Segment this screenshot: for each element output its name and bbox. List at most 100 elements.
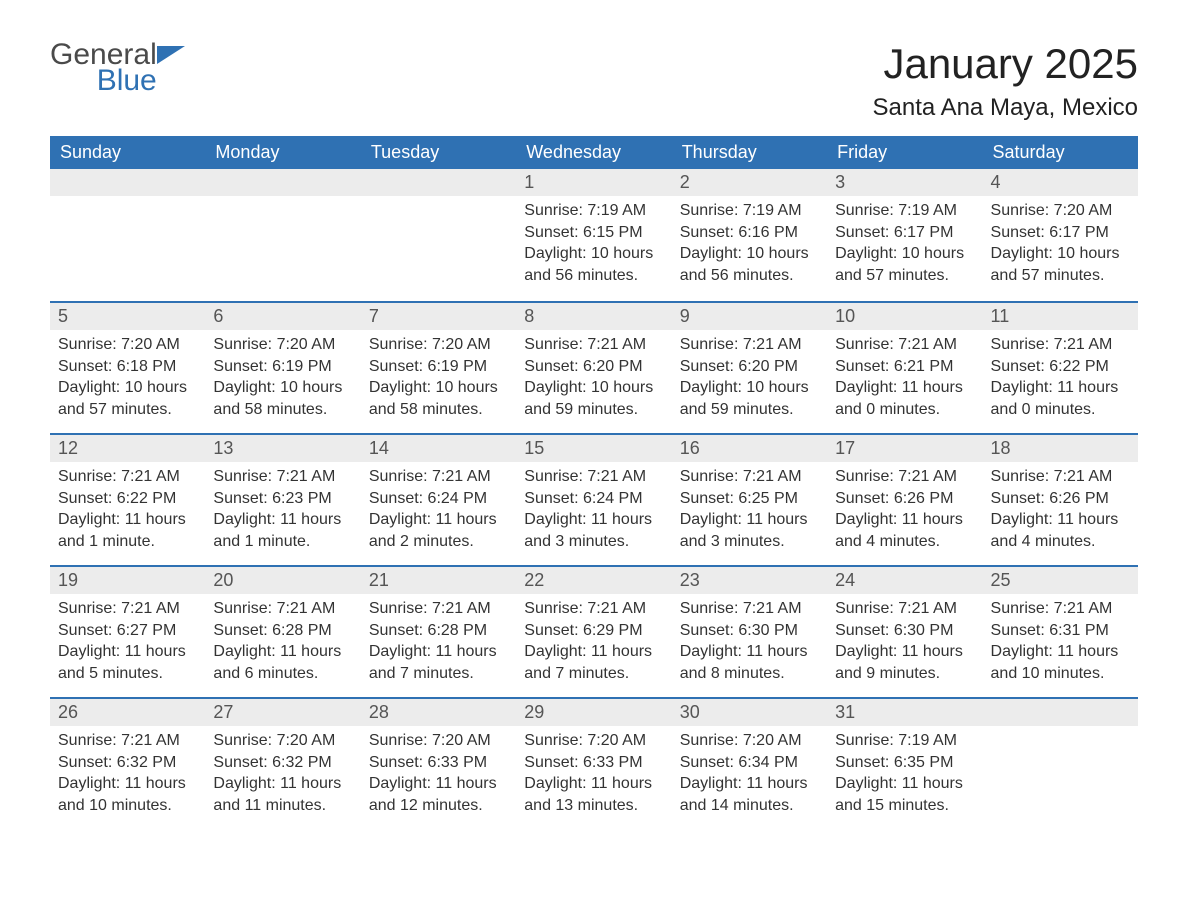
daylight-line: Daylight: 11 hours and 7 minutes. (369, 641, 508, 684)
day-body: Sunrise: 7:21 AMSunset: 6:24 PMDaylight:… (361, 462, 516, 560)
daylight-line: Daylight: 11 hours and 9 minutes. (835, 641, 974, 684)
weekday-header: Tuesday (361, 136, 516, 169)
logo-triangle-icon (157, 46, 185, 64)
sunset-line: Sunset: 6:28 PM (369, 620, 508, 642)
sunset-line: Sunset: 6:20 PM (680, 356, 819, 378)
calendar-day-cell: 23Sunrise: 7:21 AMSunset: 6:30 PMDayligh… (672, 565, 827, 697)
day-number: 24 (827, 565, 982, 594)
sunrise-line: Sunrise: 7:21 AM (369, 466, 508, 488)
sunrise-line: Sunrise: 7:21 AM (58, 598, 197, 620)
day-body: Sunrise: 7:20 AMSunset: 6:32 PMDaylight:… (205, 726, 360, 824)
calendar-week-row: 26Sunrise: 7:21 AMSunset: 6:32 PMDayligh… (50, 697, 1138, 829)
calendar-day-cell: 7Sunrise: 7:20 AMSunset: 6:19 PMDaylight… (361, 301, 516, 433)
calendar-day-cell: 20Sunrise: 7:21 AMSunset: 6:28 PMDayligh… (205, 565, 360, 697)
sunrise-line: Sunrise: 7:21 AM (58, 466, 197, 488)
sunset-line: Sunset: 6:29 PM (524, 620, 663, 642)
sunset-line: Sunset: 6:28 PM (213, 620, 352, 642)
calendar-day-cell: 24Sunrise: 7:21 AMSunset: 6:30 PMDayligh… (827, 565, 982, 697)
day-number: 8 (516, 301, 671, 330)
day-body: Sunrise: 7:21 AMSunset: 6:20 PMDaylight:… (672, 330, 827, 428)
sunset-line: Sunset: 6:24 PM (369, 488, 508, 510)
day-body: Sunrise: 7:21 AMSunset: 6:24 PMDaylight:… (516, 462, 671, 560)
day-body: Sunrise: 7:21 AMSunset: 6:30 PMDaylight:… (827, 594, 982, 692)
calendar-body: 1Sunrise: 7:19 AMSunset: 6:15 PMDaylight… (50, 169, 1138, 829)
logo-text: General Blue (50, 40, 157, 96)
calendar-table: SundayMondayTuesdayWednesdayThursdayFrid… (50, 136, 1138, 829)
day-body: Sunrise: 7:20 AMSunset: 6:19 PMDaylight:… (361, 330, 516, 428)
day-number-bar (983, 697, 1138, 726)
calendar-day-cell: 12Sunrise: 7:21 AMSunset: 6:22 PMDayligh… (50, 433, 205, 565)
calendar-day-cell: 21Sunrise: 7:21 AMSunset: 6:28 PMDayligh… (361, 565, 516, 697)
sunset-line: Sunset: 6:22 PM (991, 356, 1130, 378)
sunset-line: Sunset: 6:33 PM (369, 752, 508, 774)
daylight-line: Daylight: 11 hours and 5 minutes. (58, 641, 197, 684)
day-number: 3 (827, 169, 982, 196)
weekday-header: Thursday (672, 136, 827, 169)
daylight-line: Daylight: 10 hours and 59 minutes. (680, 377, 819, 420)
calendar-day-cell: 31Sunrise: 7:19 AMSunset: 6:35 PMDayligh… (827, 697, 982, 829)
daylight-line: Daylight: 10 hours and 59 minutes. (524, 377, 663, 420)
sunrise-line: Sunrise: 7:21 AM (58, 730, 197, 752)
day-number-bar (361, 169, 516, 196)
day-body: Sunrise: 7:20 AMSunset: 6:34 PMDaylight:… (672, 726, 827, 824)
weekday-header: Saturday (983, 136, 1138, 169)
sunset-line: Sunset: 6:30 PM (680, 620, 819, 642)
calendar-week-row: 5Sunrise: 7:20 AMSunset: 6:18 PMDaylight… (50, 301, 1138, 433)
day-number: 29 (516, 697, 671, 726)
sunset-line: Sunset: 6:19 PM (213, 356, 352, 378)
sunrise-line: Sunrise: 7:20 AM (213, 730, 352, 752)
sunset-line: Sunset: 6:25 PM (680, 488, 819, 510)
sunset-line: Sunset: 6:17 PM (835, 222, 974, 244)
sunrise-line: Sunrise: 7:20 AM (680, 730, 819, 752)
sunset-line: Sunset: 6:23 PM (213, 488, 352, 510)
location-label: Santa Ana Maya, Mexico (873, 94, 1138, 122)
sunrise-line: Sunrise: 7:19 AM (524, 200, 663, 222)
daylight-line: Daylight: 11 hours and 11 minutes. (213, 773, 352, 816)
sunrise-line: Sunrise: 7:21 AM (524, 334, 663, 356)
sunrise-line: Sunrise: 7:21 AM (835, 334, 974, 356)
daylight-line: Daylight: 11 hours and 8 minutes. (680, 641, 819, 684)
logo: General Blue (50, 40, 185, 96)
day-body: Sunrise: 7:19 AMSunset: 6:17 PMDaylight:… (827, 196, 982, 294)
month-title: January 2025 (873, 40, 1138, 88)
day-number: 21 (361, 565, 516, 594)
daylight-line: Daylight: 11 hours and 4 minutes. (991, 509, 1130, 552)
calendar-day-cell: 16Sunrise: 7:21 AMSunset: 6:25 PMDayligh… (672, 433, 827, 565)
calendar-empty-cell (50, 169, 205, 301)
day-number: 26 (50, 697, 205, 726)
daylight-line: Daylight: 11 hours and 3 minutes. (680, 509, 819, 552)
calendar-day-cell: 26Sunrise: 7:21 AMSunset: 6:32 PMDayligh… (50, 697, 205, 829)
daylight-line: Daylight: 10 hours and 57 minutes. (58, 377, 197, 420)
daylight-line: Daylight: 10 hours and 57 minutes. (835, 243, 974, 286)
day-number: 17 (827, 433, 982, 462)
day-body: Sunrise: 7:21 AMSunset: 6:26 PMDaylight:… (827, 462, 982, 560)
weekday-header: Sunday (50, 136, 205, 169)
day-body: Sunrise: 7:21 AMSunset: 6:30 PMDaylight:… (672, 594, 827, 692)
title-block: January 2025 Santa Ana Maya, Mexico (873, 40, 1138, 136)
daylight-line: Daylight: 11 hours and 14 minutes. (680, 773, 819, 816)
calendar-day-cell: 29Sunrise: 7:20 AMSunset: 6:33 PMDayligh… (516, 697, 671, 829)
sunrise-line: Sunrise: 7:21 AM (680, 598, 819, 620)
sunset-line: Sunset: 6:33 PM (524, 752, 663, 774)
daylight-line: Daylight: 11 hours and 13 minutes. (524, 773, 663, 816)
sunrise-line: Sunrise: 7:20 AM (369, 730, 508, 752)
day-number: 18 (983, 433, 1138, 462)
calendar-day-cell: 8Sunrise: 7:21 AMSunset: 6:20 PMDaylight… (516, 301, 671, 433)
day-number: 22 (516, 565, 671, 594)
day-number: 7 (361, 301, 516, 330)
sunset-line: Sunset: 6:22 PM (58, 488, 197, 510)
day-body: Sunrise: 7:20 AMSunset: 6:19 PMDaylight:… (205, 330, 360, 428)
calendar-day-cell: 4Sunrise: 7:20 AMSunset: 6:17 PMDaylight… (983, 169, 1138, 301)
day-number: 13 (205, 433, 360, 462)
sunrise-line: Sunrise: 7:21 AM (991, 466, 1130, 488)
day-body: Sunrise: 7:20 AMSunset: 6:33 PMDaylight:… (516, 726, 671, 824)
day-number: 14 (361, 433, 516, 462)
sunset-line: Sunset: 6:27 PM (58, 620, 197, 642)
day-body: Sunrise: 7:20 AMSunset: 6:18 PMDaylight:… (50, 330, 205, 428)
sunset-line: Sunset: 6:26 PM (991, 488, 1130, 510)
sunrise-line: Sunrise: 7:21 AM (835, 598, 974, 620)
weekday-header: Friday (827, 136, 982, 169)
sunset-line: Sunset: 6:26 PM (835, 488, 974, 510)
daylight-line: Daylight: 11 hours and 10 minutes. (58, 773, 197, 816)
day-body: Sunrise: 7:21 AMSunset: 6:32 PMDaylight:… (50, 726, 205, 824)
